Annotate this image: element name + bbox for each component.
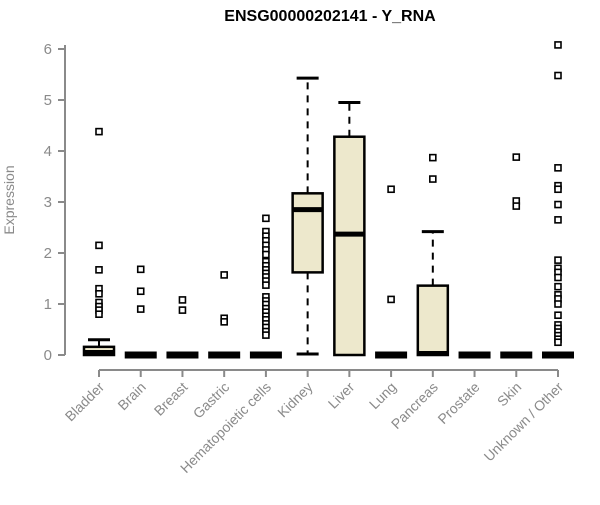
box-brain	[124, 351, 157, 359]
box-gastric	[208, 351, 241, 359]
category-label-lung: Lung	[366, 379, 399, 412]
category-label-bladder: Bladder	[62, 379, 108, 425]
box-lung	[375, 351, 408, 359]
box-liver	[333, 135, 366, 357]
y-tick-label: 6	[44, 41, 52, 58]
chart-title: ENSG00000202141 - Y_RNA	[224, 8, 436, 25]
outlier-unknown-other	[554, 200, 562, 209]
y-tick-label: 0	[44, 347, 52, 364]
outlier-bladder	[95, 289, 103, 298]
category-label-skin: Skin	[494, 379, 525, 410]
outlier-skin	[512, 202, 521, 210]
box-skin	[500, 351, 533, 359]
y-tick-label: 2	[44, 245, 52, 262]
outlier-bladder	[95, 266, 103, 274]
category-label-unknown-other: Unknown / Other	[481, 379, 567, 465]
y-tick-label: 4	[44, 143, 52, 160]
outlier-breast	[178, 296, 187, 304]
outlier-lung	[387, 295, 395, 304]
outlier-brain	[136, 265, 145, 274]
y-tick-label: 5	[44, 92, 52, 109]
outlier-unknown-other	[554, 185, 562, 194]
outlier-hematopoietic-cells	[262, 250, 270, 259]
outlier-unknown-other	[554, 273, 562, 282]
outlier-unknown-other	[554, 338, 562, 347]
category-label-breast: Breast	[151, 379, 191, 419]
outlier-unknown-other	[554, 256, 562, 264]
outlier-hematopoietic-cells	[262, 281, 270, 289]
outlier-unknown-other	[554, 71, 562, 80]
outlier-pancreas	[429, 153, 437, 162]
outlier-unknown-other	[554, 216, 562, 224]
y-tick-label: 1	[44, 296, 52, 313]
box-breast	[166, 351, 199, 359]
outlier-unknown-other	[554, 41, 562, 49]
outlier-bladder	[95, 310, 103, 319]
category-label-prostate: Prostate	[434, 379, 482, 427]
outlier-pancreas	[429, 175, 437, 183]
outlier-brain	[136, 287, 145, 296]
y-axis-label: Expression	[1, 165, 17, 234]
category-label-liver: Liver	[325, 379, 358, 412]
outlier-hematopoietic-cells	[262, 331, 270, 339]
outlier-unknown-other	[554, 300, 562, 308]
outlier-unknown-other	[554, 282, 562, 291]
box-prostate	[458, 351, 491, 359]
outlier-lung	[387, 185, 395, 194]
y-tick-label: 3	[44, 194, 52, 211]
outlier-bladder	[95, 241, 103, 250]
box-hematopoietic-cells	[249, 351, 282, 359]
box-kidney	[291, 192, 324, 274]
box-pancreas	[416, 284, 450, 357]
category-label-brain: Brain	[114, 379, 148, 413]
outlier-unknown-other	[554, 311, 562, 320]
outlier-gastric	[220, 318, 228, 326]
outlier-bladder	[95, 127, 103, 136]
outlier-gastric	[220, 271, 228, 279]
outlier-unknown-other	[554, 164, 562, 172]
box-unknown-other	[542, 351, 574, 359]
outlier-breast	[178, 306, 187, 314]
category-label-kidney: Kidney	[274, 379, 316, 421]
outlier-hematopoietic-cells	[262, 214, 270, 223]
outlier-brain	[136, 305, 145, 313]
outlier-skin	[512, 153, 521, 161]
